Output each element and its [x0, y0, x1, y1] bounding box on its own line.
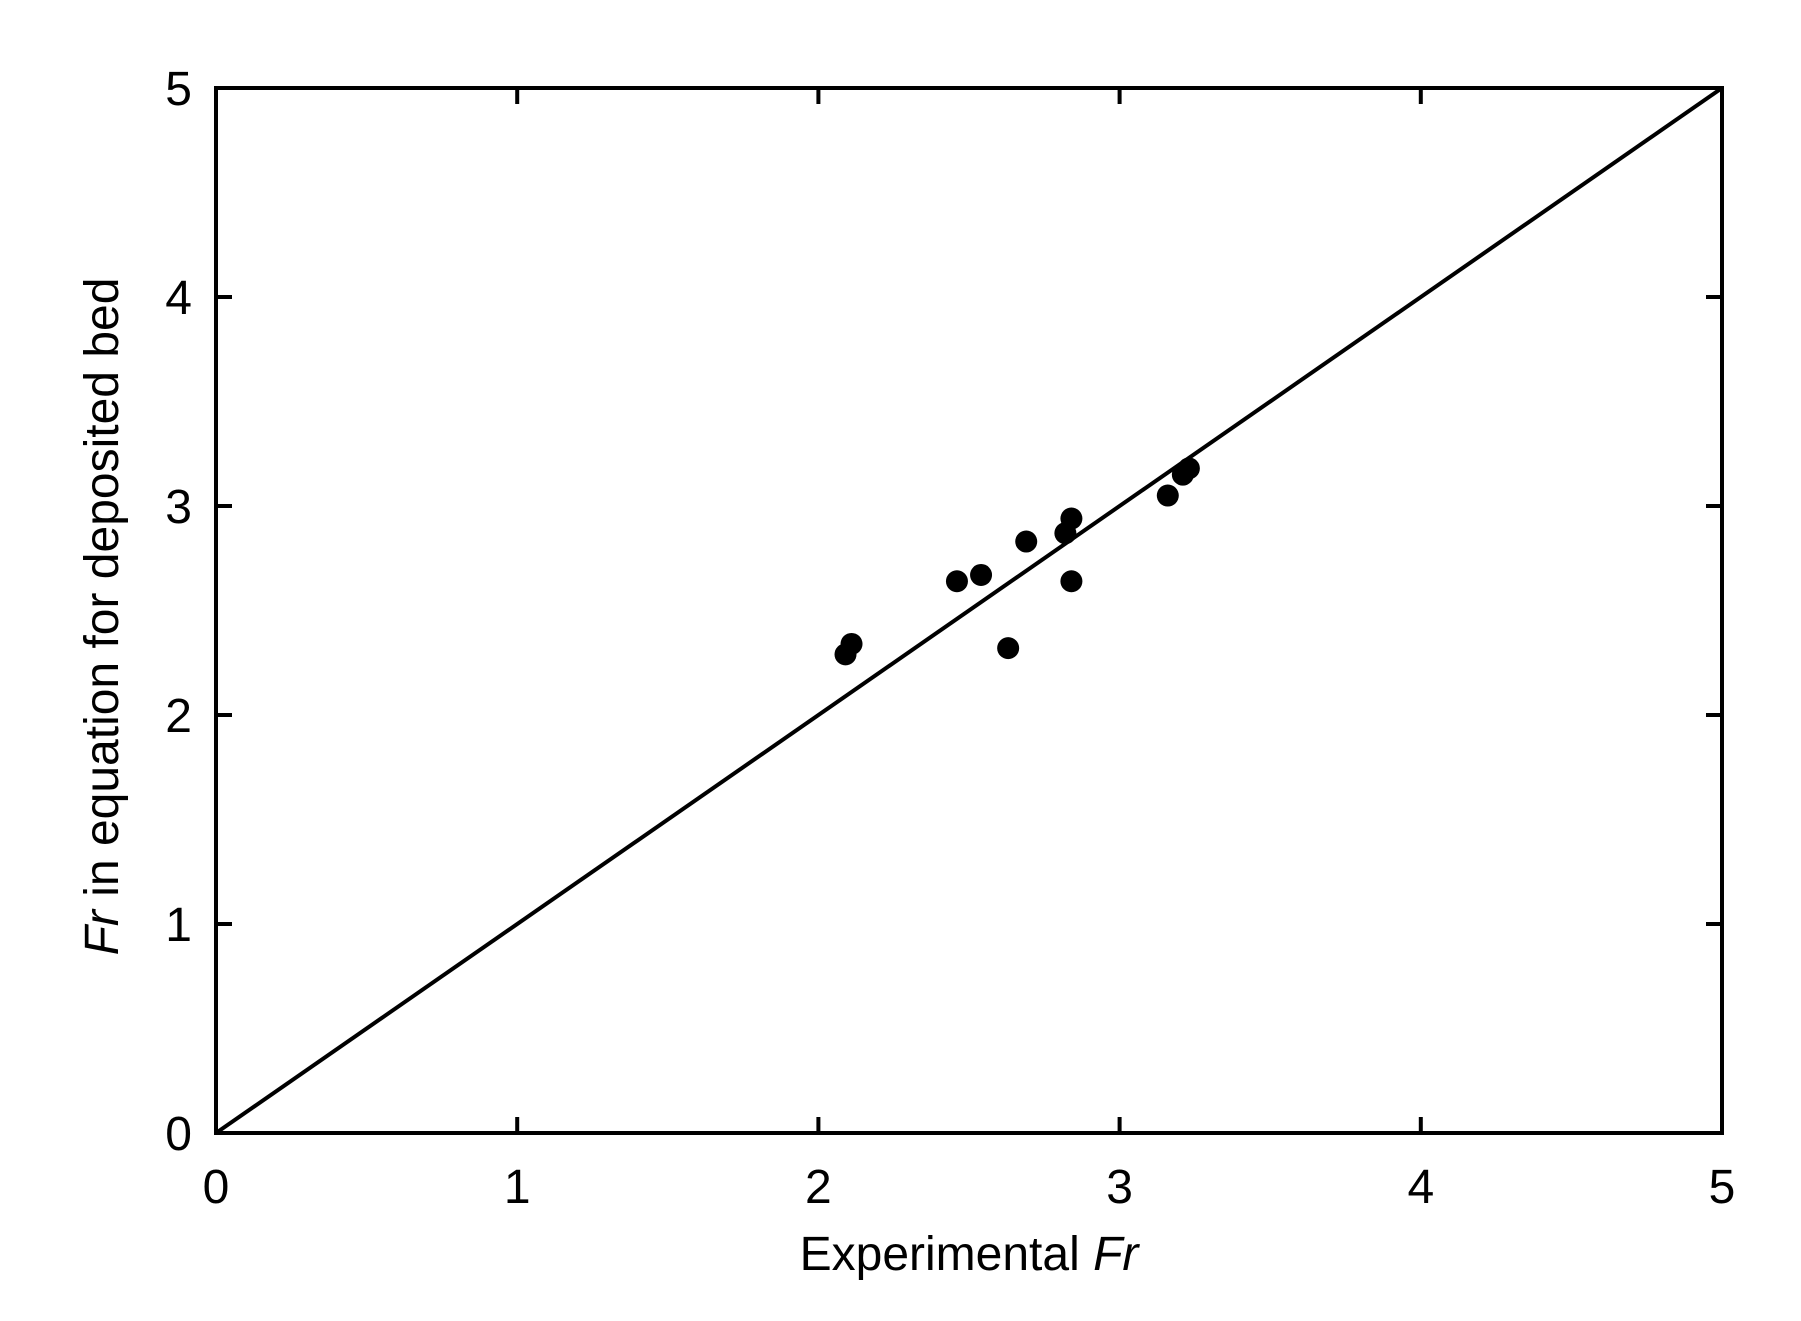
data-point	[970, 563, 993, 586]
data-point	[1015, 530, 1038, 553]
x-tick-label: 1	[504, 1161, 531, 1214]
x-axis-title-text: Experimental	[800, 1228, 1080, 1281]
y-tick-label: 5	[165, 63, 192, 116]
data-point	[840, 632, 863, 655]
plot-frame	[214, 86, 1724, 1135]
data-point	[997, 637, 1020, 660]
y-tick-label: 2	[165, 690, 192, 743]
x-tick-label: 3	[1106, 1161, 1133, 1214]
data-point	[1156, 484, 1179, 507]
y-tick-labels: 0 1 2 3 4 5	[165, 63, 192, 1161]
reference-line-layer	[214, 86, 1724, 1135]
y-axis-title-fr: Fr	[76, 908, 129, 955]
data-point	[1060, 570, 1083, 593]
y-tick-label: 1	[165, 899, 192, 952]
y-axis-title-text: in equation for deposited bed	[76, 278, 129, 910]
data-point	[1060, 507, 1083, 530]
data-points-layer	[834, 457, 1200, 666]
x-tick-label: 2	[805, 1161, 832, 1214]
y-tick-label: 4	[165, 272, 192, 325]
x-axis-title-fr: Fr	[1093, 1228, 1140, 1281]
x-axis-title: Experimental Fr	[800, 1228, 1141, 1281]
tick-marks-layer	[216, 88, 1722, 1133]
x-tick-label: 5	[1709, 1161, 1736, 1214]
y-tick-label: 3	[165, 481, 192, 534]
reference-line-y-equals-x	[214, 86, 1724, 1135]
y-tick-label: 0	[165, 1108, 192, 1161]
y-axis-title: Fr in equation for deposited bed	[76, 278, 129, 956]
data-point	[945, 570, 968, 593]
x-tick-labels: 0 1 2 3 4 5	[203, 1161, 1736, 1214]
x-tick-label: 4	[1407, 1161, 1434, 1214]
x-tick-label: 0	[203, 1161, 230, 1214]
data-point	[1177, 457, 1200, 480]
